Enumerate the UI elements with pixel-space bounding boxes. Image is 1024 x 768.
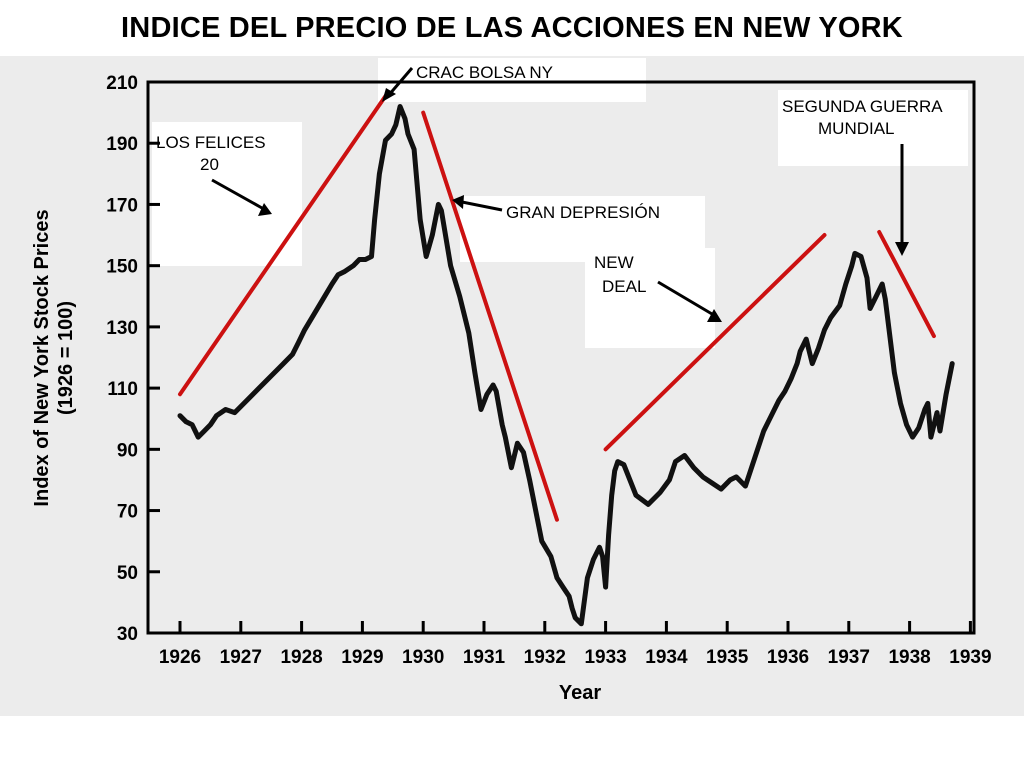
annotation-depression-text: GRAN DEPRESIÓN (506, 203, 660, 222)
y-tick-label: 130 (106, 318, 138, 339)
arrow-icon (657, 280, 713, 316)
annotation-depression: GRAN DEPRESIÓN (452, 195, 660, 222)
x-tick-label: 1929 (341, 647, 383, 668)
arrow-icon (211, 178, 263, 210)
trend-lines (178, 92, 936, 522)
x-axis-title: Year (559, 682, 601, 704)
y-tick-label: 190 (106, 134, 138, 155)
arrow-icon (386, 67, 414, 97)
arrowhead-icon (707, 309, 722, 322)
y-tick-label: 150 (106, 257, 138, 278)
annotation-crash-text: CRAC BOLSA NY (416, 63, 553, 82)
plot-frame (146, 80, 976, 635)
x-axis: 1926 1927 1928 1929 1930 1931 1932 1933 1934 1935… (159, 621, 992, 668)
annotation-patch-ww2 (778, 90, 968, 166)
x-tick-label: 1927 (220, 647, 262, 668)
arrowhead-icon (382, 88, 396, 102)
x-tick-label: 1933 (584, 647, 626, 668)
annotation-patch-newdeal (585, 248, 715, 348)
y-tick-label: 110 (107, 379, 138, 400)
y-tick-label: 30 (117, 624, 138, 645)
trend-line (178, 92, 389, 397)
y-tick-label: 50 (117, 563, 138, 584)
chart-area: 30 50 70 90 110 130 150 170 190 210 1926 1927 1928 1… (0, 56, 1024, 716)
annotation-newdeal-line2: DEAL (602, 277, 646, 296)
x-tick-label: 1935 (706, 647, 749, 668)
x-tick-label: 1939 (949, 647, 991, 668)
x-tick-label: 1938 (888, 647, 930, 668)
trend-line (603, 233, 827, 452)
annotation-roaring20s: LOS FELICES 20 (156, 133, 272, 216)
y-tick-label: 90 (117, 440, 138, 461)
annotation-newdeal-line1: NEW (594, 253, 634, 272)
arrow-icon (461, 200, 503, 212)
annotation-ww2-line1: SEGUNDA GUERRA (782, 97, 943, 116)
series-line (177, 104, 955, 627)
arrowhead-icon (452, 195, 464, 209)
trend-line (877, 229, 936, 339)
x-tick-label: 1936 (767, 647, 809, 668)
x-tick-label: 1930 (402, 647, 444, 668)
annotation-ww2: SEGUNDA GUERRA MUNDIAL (782, 97, 943, 256)
page-title: INDICE DEL PRECIO DE LAS ACCIONES EN NEW… (121, 12, 903, 44)
annotation-crash: CRAC BOLSA NY (382, 63, 553, 102)
y-axis-title-line2: (1926 = 100) (55, 301, 77, 415)
trend-line (421, 110, 559, 522)
arrowhead-icon (258, 203, 272, 216)
annotation-roaring20s-line2: 20 (200, 155, 219, 174)
y-tick-label: 170 (106, 195, 138, 216)
annotation-patch-roaring20s (152, 122, 302, 266)
annotation-patch-crash (378, 58, 646, 102)
x-tick-label: 1931 (463, 647, 506, 668)
y-axis: 30 50 70 90 110 130 150 170 190 210 (106, 73, 160, 645)
x-tick-label: 1926 (159, 647, 201, 668)
x-tick-label: 1932 (524, 647, 566, 668)
annotation-ww2-line2: MUNDIAL (818, 119, 895, 138)
series-lines (177, 104, 955, 627)
arrowhead-icon (895, 242, 909, 256)
x-tick-label: 1934 (645, 647, 688, 668)
x-tick-label: 1928 (280, 647, 322, 668)
y-axis-title-line1: Index of New York Stock Prices (31, 209, 53, 506)
y-tick-label: 70 (117, 502, 138, 523)
annotation-roaring20s-line1: LOS FELICES (156, 133, 266, 152)
y-tick-label: 210 (106, 73, 138, 94)
annotation-newdeal: NEW DEAL (594, 253, 722, 322)
x-tick-label: 1937 (828, 647, 870, 668)
